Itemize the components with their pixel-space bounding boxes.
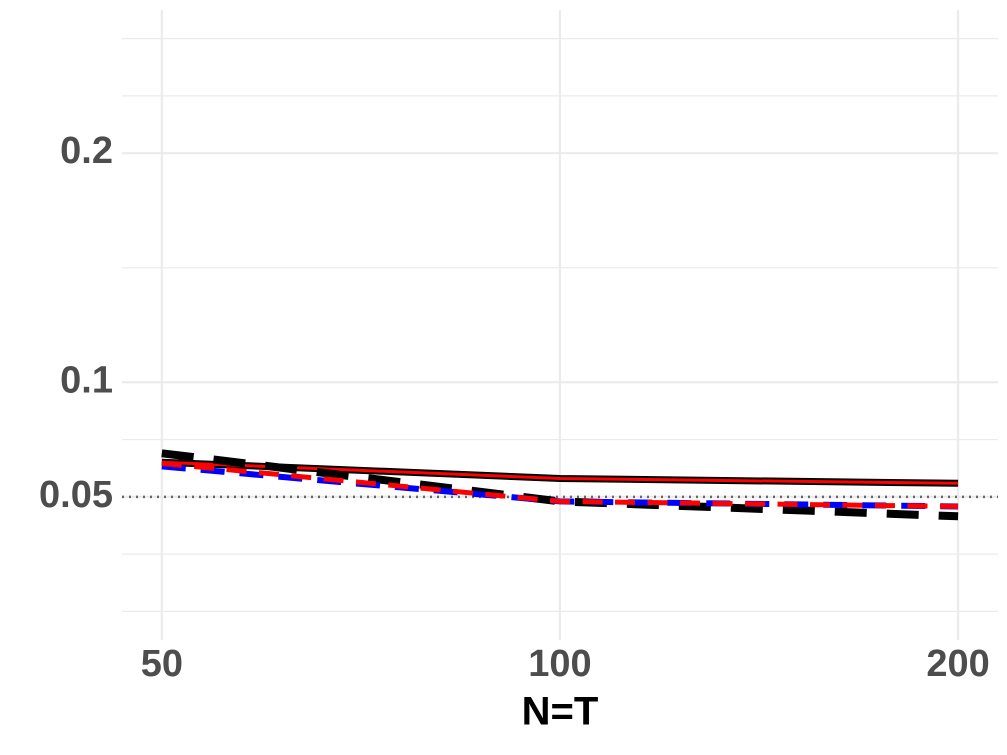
x-axis-label: N=T [522, 690, 599, 734]
x-tick-label: 200 [926, 643, 989, 685]
y-tick-label: 0.2 [60, 130, 113, 172]
x-tick-label: 50 [141, 643, 183, 685]
x-tick-label: 100 [528, 643, 591, 685]
series-line [161, 460, 959, 509]
series-line [161, 449, 959, 521]
y-tick-label: 0.1 [60, 359, 113, 401]
y-tick-label: 0.05 [39, 474, 113, 516]
